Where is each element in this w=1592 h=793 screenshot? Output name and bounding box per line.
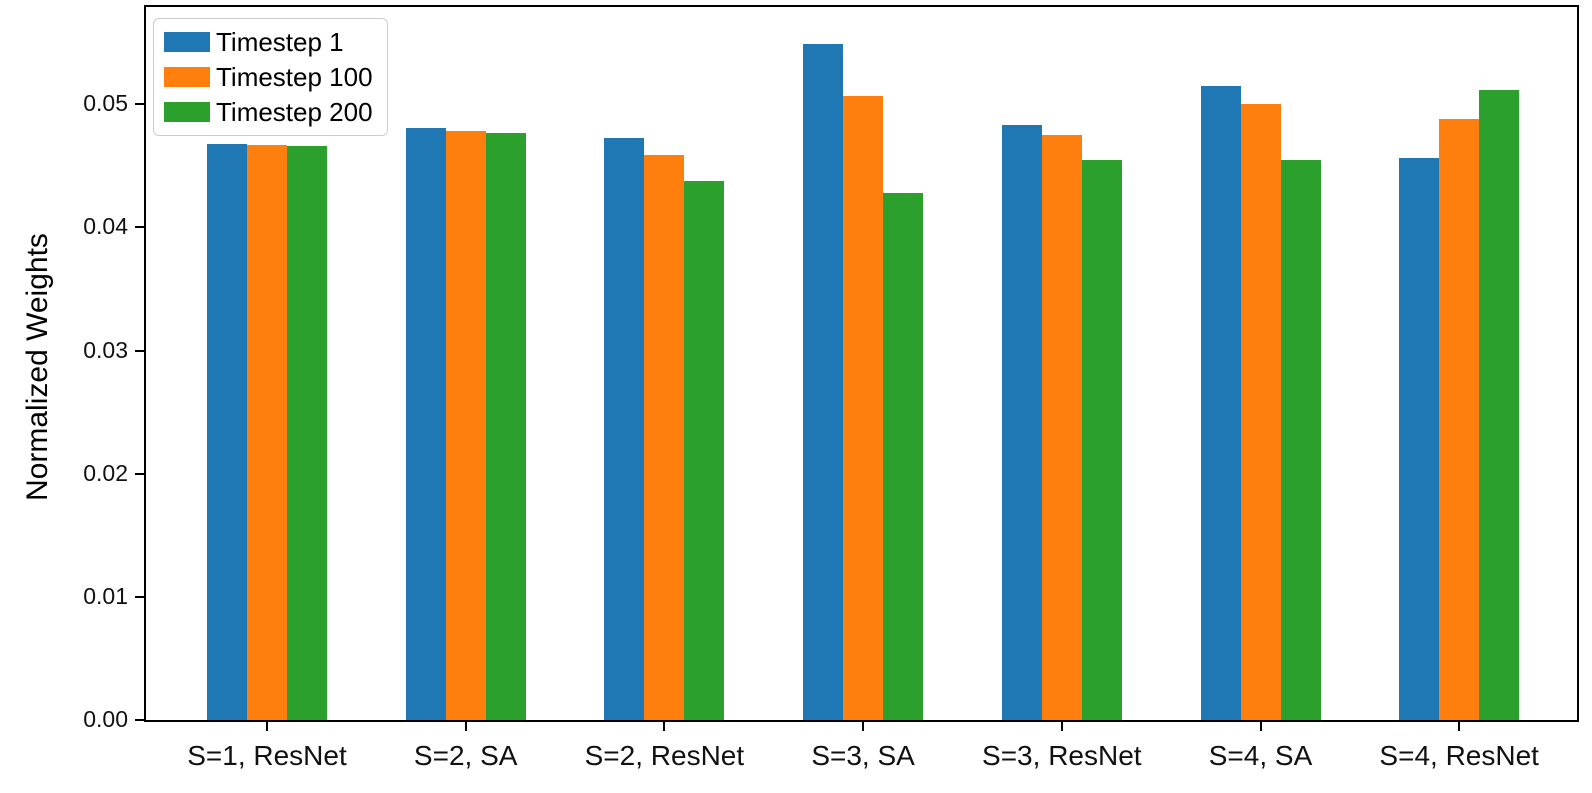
y-tick-label: 0.05 [83,90,128,117]
bar-timestep-200-4 [883,192,924,720]
x-tick-mark [1458,722,1461,731]
x-tick-mark [663,722,666,731]
legend-label: Timestep 200 [216,97,373,127]
bar-timestep-100-3 [644,154,685,720]
x-tick-mark [464,722,467,731]
x-tick-label: S=3, SA [811,740,915,771]
y-tick-label: 0.02 [83,459,128,486]
y-tick-mark [135,103,144,106]
x-tick-label: S=1, ResNet [187,740,347,771]
y-tick-mark [135,349,144,352]
y-tick-mark [135,595,144,598]
bar-timestep-1-1 [207,143,247,720]
bar-timestep-200-5 [1081,159,1122,720]
x-tick-label: S=4, SA [1208,740,1313,771]
bar-timestep-1-4 [803,43,844,720]
legend-swatch-icon [164,32,210,52]
y-tick-label: 0.01 [83,582,128,609]
x-tick-label: S=3, ResNet [982,740,1142,771]
legend-swatch-icon [164,102,210,122]
legend-label: Timestep 1 [216,27,344,57]
x-tick-label: S=4, ResNet [1379,740,1539,771]
bar-timestep-100-7 [1439,119,1480,720]
bar-timestep-200-3 [684,180,725,720]
x-tick-mark [266,722,268,731]
legend-entry: Timestep 1 [164,28,373,56]
y-tick-label: 0.03 [83,336,128,363]
bar-timestep-1-5 [1001,125,1042,720]
y-tick-mark [135,719,144,721]
y-axis-title: Normalized Weights [21,233,54,501]
bar-timestep-1-2 [405,127,446,720]
y-tick-label: 0.00 [83,706,128,732]
legend-label: Timestep 100 [216,62,373,92]
bar-timestep-200-7 [1479,89,1520,720]
bar-timestep-100-4 [843,95,884,720]
legend-entry: Timestep 200 [164,98,373,126]
y-tick-label: 0.04 [83,213,128,240]
bar-timestep-200-6 [1280,159,1321,720]
bar-timestep-200-2 [485,132,526,720]
x-tick-label: S=2, ResNet [584,740,745,771]
bar-timestep-1-6 [1200,85,1241,720]
bar-timestep-1-7 [1399,158,1440,720]
bar-timestep-200-1 [287,146,327,720]
plot-area: Timestep 1 Timestep 100 Timestep 200 [144,5,1579,722]
x-tick-label: S=2, SA [413,740,518,771]
x-tick-mark [1060,722,1063,731]
bar-timestep-100-5 [1041,135,1082,720]
y-tick-mark [135,226,144,229]
legend-swatch-icon [164,67,210,87]
bar-timestep-1-3 [604,137,645,720]
x-tick-mark [1259,722,1262,731]
y-tick-mark [135,472,144,475]
bar-timestep-100-1 [247,144,287,720]
bar-timestep-100-6 [1240,104,1281,720]
legend: Timestep 1 Timestep 100 Timestep 200 [153,18,388,136]
legend-entry: Timestep 100 [164,63,373,91]
bar-timestep-100-2 [445,131,486,720]
x-tick-mark [862,722,865,731]
